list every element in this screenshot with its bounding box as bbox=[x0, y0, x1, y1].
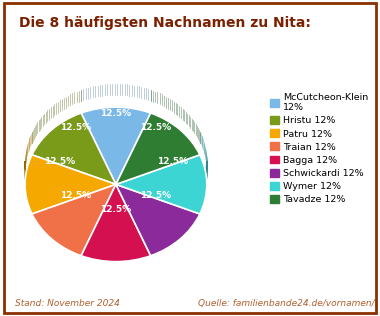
Polygon shape bbox=[116, 161, 200, 202]
Wedge shape bbox=[25, 155, 116, 214]
Text: Stand: November 2024: Stand: November 2024 bbox=[15, 299, 120, 308]
Polygon shape bbox=[25, 161, 32, 202]
Wedge shape bbox=[81, 107, 151, 185]
Wedge shape bbox=[81, 185, 151, 262]
Text: Quelle: familienbande24.de/vornamen/: Quelle: familienbande24.de/vornamen/ bbox=[198, 299, 374, 308]
Text: 12.5%: 12.5% bbox=[140, 123, 171, 132]
Wedge shape bbox=[116, 185, 200, 256]
Text: 12.5%: 12.5% bbox=[60, 191, 92, 199]
Polygon shape bbox=[81, 233, 151, 249]
Polygon shape bbox=[116, 161, 151, 243]
Wedge shape bbox=[32, 185, 116, 256]
Text: 12.5%: 12.5% bbox=[44, 157, 75, 166]
Polygon shape bbox=[81, 161, 116, 243]
Wedge shape bbox=[32, 113, 116, 185]
Text: Die 8 häufigsten Nachnamen zu Nita:: Die 8 häufigsten Nachnamen zu Nita: bbox=[19, 16, 311, 30]
Wedge shape bbox=[116, 155, 207, 214]
Polygon shape bbox=[200, 161, 207, 202]
Polygon shape bbox=[32, 161, 116, 202]
Wedge shape bbox=[116, 113, 200, 185]
Text: 12.5%: 12.5% bbox=[100, 109, 131, 118]
Polygon shape bbox=[116, 161, 151, 243]
Polygon shape bbox=[116, 161, 200, 202]
Polygon shape bbox=[32, 191, 81, 243]
Polygon shape bbox=[81, 161, 116, 243]
Text: 12.5%: 12.5% bbox=[157, 157, 188, 166]
Legend: McCutcheon-Klein
12%, Hristu 12%, Patru 12%, Traian 12%, Bagga 12%, Schwickardi : McCutcheon-Klein 12%, Hristu 12%, Patru … bbox=[268, 90, 372, 207]
Polygon shape bbox=[32, 161, 116, 202]
Polygon shape bbox=[151, 191, 200, 243]
Text: 12.5%: 12.5% bbox=[140, 191, 171, 199]
Text: 12.5%: 12.5% bbox=[100, 204, 131, 214]
Text: 12.5%: 12.5% bbox=[60, 123, 92, 132]
